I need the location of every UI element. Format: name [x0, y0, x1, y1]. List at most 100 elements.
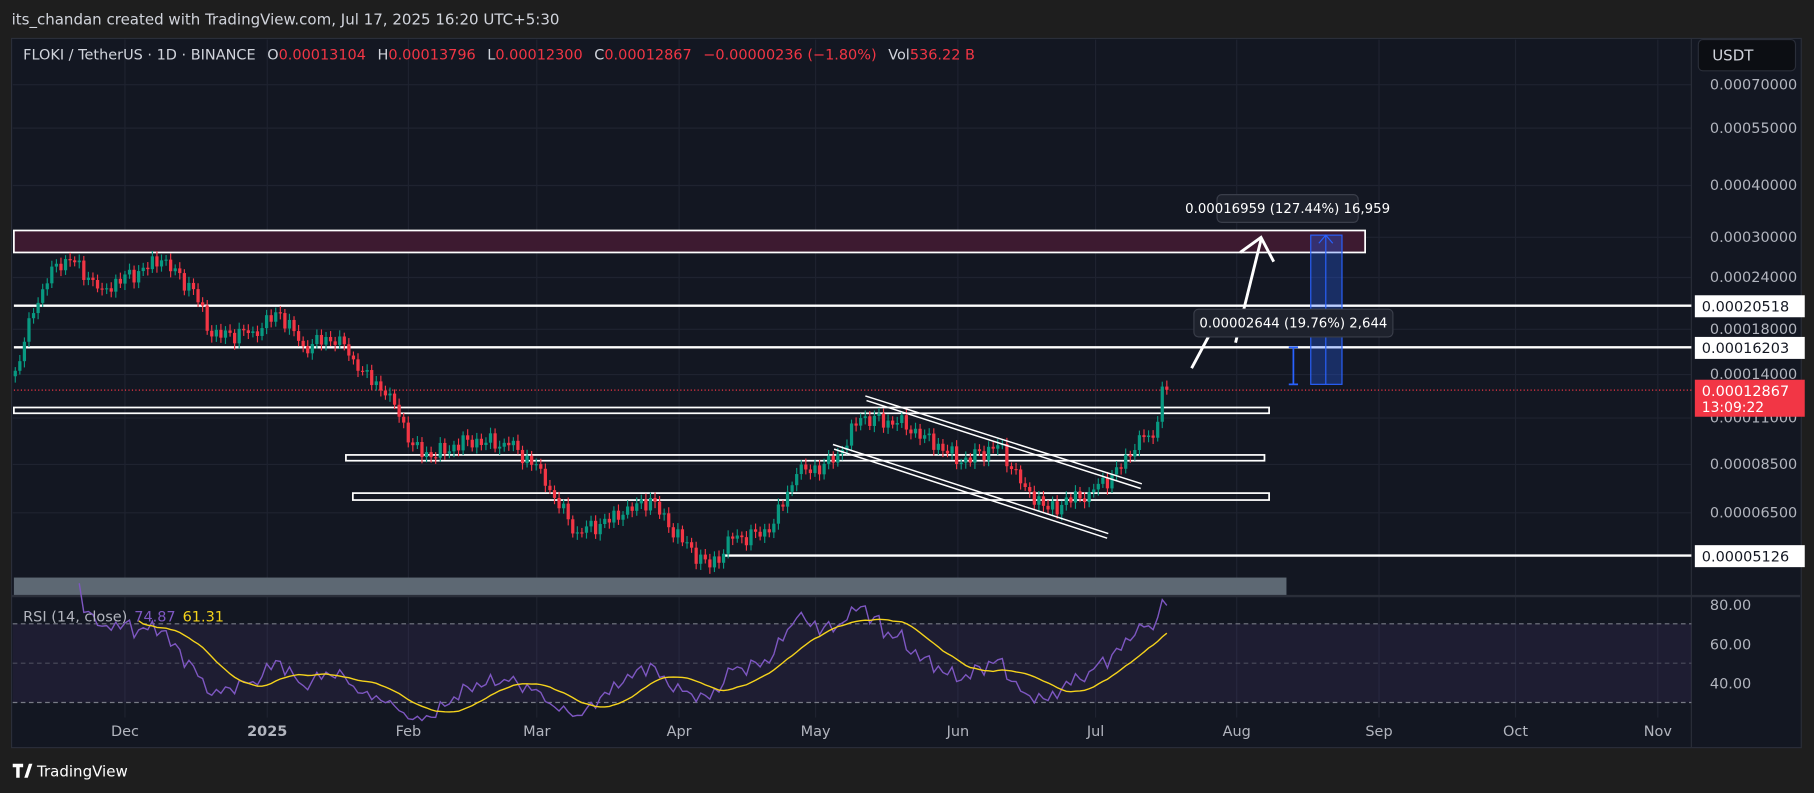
price-axis[interactable]: 0.00070000 0.00055000 0.00040000 0.00030000…: [1710, 77, 1797, 521]
rsi-legend[interactable]: RSI (14, close) 74.87 61.31: [23, 610, 224, 626]
measure-tool-small[interactable]: [1288, 346, 1299, 386]
candle: [703, 549, 707, 564]
candle: [306, 340, 310, 358]
candle: [1151, 430, 1155, 445]
candle: [817, 459, 822, 481]
svg-text:0.00016959 (127.44%) 16,959: 0.00016959 (127.44%) 16,959: [1185, 202, 1390, 217]
candle: [488, 427, 493, 449]
candle: [1009, 462, 1014, 475]
candle: [566, 497, 570, 526]
svg-text:USDT: USDT: [1712, 46, 1754, 64]
candle: [955, 440, 959, 470]
candle: [150, 250, 154, 273]
support-box-1[interactable]: [13, 406, 1270, 415]
candle: [900, 411, 904, 428]
candle: [795, 467, 799, 492]
supply-zone[interactable]: [13, 229, 1366, 254]
candle: [356, 353, 360, 378]
candle: [63, 255, 68, 275]
candle: [1156, 416, 1160, 442]
svg-text:0.00016203: 0.00016203: [1702, 341, 1789, 357]
candle: [1128, 450, 1132, 463]
support-box-2[interactable]: [345, 454, 1266, 462]
candle: [374, 376, 378, 391]
candle: [493, 428, 497, 453]
candle: [1032, 485, 1036, 510]
candle: [429, 446, 433, 463]
candle: [296, 324, 301, 347]
candle: [415, 436, 420, 449]
candle: [571, 515, 575, 538]
candle: [1069, 493, 1073, 508]
candle: [863, 410, 867, 425]
time-axis[interactable]: Dec 2025 Feb Mar Apr May Jun Jul Aug Sep Oct Nov: [111, 724, 1672, 740]
symbol-info: FLOKI / TetherUS · 1D · BINANCE: [23, 47, 256, 63]
chart-panel[interactable]: [10, 37, 1802, 749]
candle: [127, 263, 132, 279]
candle: [443, 438, 447, 460]
candle: [584, 520, 589, 539]
candle: [868, 411, 872, 431]
time-tick: Sep: [1365, 724, 1392, 740]
price-tick: 0.00006500: [1710, 505, 1797, 521]
candle: [790, 481, 794, 497]
candle: [831, 451, 835, 469]
candle: [973, 443, 977, 469]
rsi-axis-80: 80.00: [1710, 598, 1751, 614]
price-tick: 0.00024000: [1710, 270, 1797, 286]
candle: [621, 511, 625, 527]
candle: [525, 449, 529, 468]
candle: [1119, 463, 1123, 475]
candle: [228, 324, 232, 337]
svg-text:TradingView: TradingView: [36, 763, 128, 781]
candle: [269, 309, 273, 328]
candle: [520, 445, 525, 470]
candle: [86, 271, 91, 286]
candle: [447, 445, 452, 459]
candle: [685, 536, 689, 549]
candle: [132, 265, 136, 289]
svg-text:13:09:22: 13:09:22: [1702, 400, 1764, 416]
falling-wedge-channel[interactable]: [832, 395, 1143, 539]
candle: [1041, 490, 1046, 512]
candle: [50, 260, 54, 288]
svg-text:0.00002644 (19.76%) 2,644: 0.00002644 (19.76%) 2,644: [1199, 317, 1387, 332]
candle: [753, 523, 758, 539]
candle: [648, 492, 653, 515]
currency-button[interactable]: USDT: [1697, 39, 1797, 72]
candle: [808, 464, 813, 480]
price-tick: 0.00014000: [1710, 367, 1797, 383]
candle: [530, 450, 534, 471]
candle: [516, 434, 520, 455]
candle: [625, 500, 630, 519]
candle: [18, 355, 22, 375]
candle: [466, 429, 470, 447]
candle: [324, 331, 328, 351]
candle: [1018, 465, 1023, 490]
candle: [1073, 485, 1078, 509]
tradingview-logo: TradingView: [12, 763, 128, 781]
candle: [1005, 437, 1009, 473]
candle: [1050, 496, 1055, 516]
candle: [689, 537, 694, 553]
candle: [539, 458, 543, 474]
candle: [1137, 430, 1142, 457]
candle: [964, 451, 968, 469]
candle: [498, 440, 502, 455]
path-arrow-segment[interactable]: [1190, 335, 1211, 369]
demand-zone-bar[interactable]: [13, 577, 1287, 595]
candle: [1146, 430, 1151, 443]
candle: [105, 283, 109, 295]
candle: [159, 254, 164, 272]
candle: [260, 322, 264, 341]
current-price-label: 0.00012867 13:09:22: [1694, 379, 1805, 417]
candle: [246, 324, 250, 340]
candle: [310, 338, 314, 360]
candle: [991, 441, 995, 454]
candle: [255, 325, 260, 343]
candle: [118, 272, 122, 288]
time-tick: Dec: [111, 724, 139, 740]
candle: [932, 428, 936, 456]
rsi-axis-60: 60.00: [1710, 637, 1751, 653]
support-box-3[interactable]: [351, 492, 1270, 501]
